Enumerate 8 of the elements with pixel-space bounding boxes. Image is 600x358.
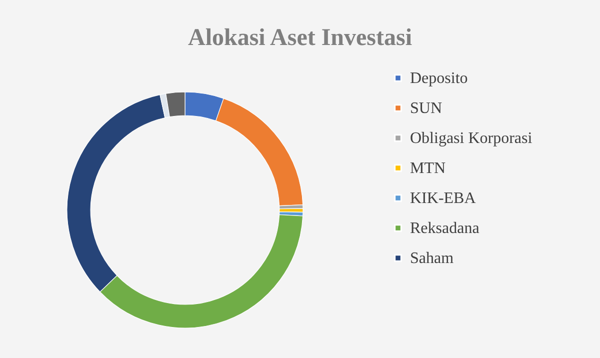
legend-label: Deposito [410, 70, 468, 87]
chart-title: Alokasi Aset Investasi [188, 25, 412, 51]
legend-label: KIK-EBA [410, 190, 476, 207]
legend-label: Reksadana [410, 220, 480, 237]
legend-label: Obligasi Korporasi [410, 130, 533, 147]
legend-label: MTN [410, 160, 446, 177]
legend-label: Saham [410, 250, 454, 267]
legend-label: SUN [410, 100, 442, 117]
